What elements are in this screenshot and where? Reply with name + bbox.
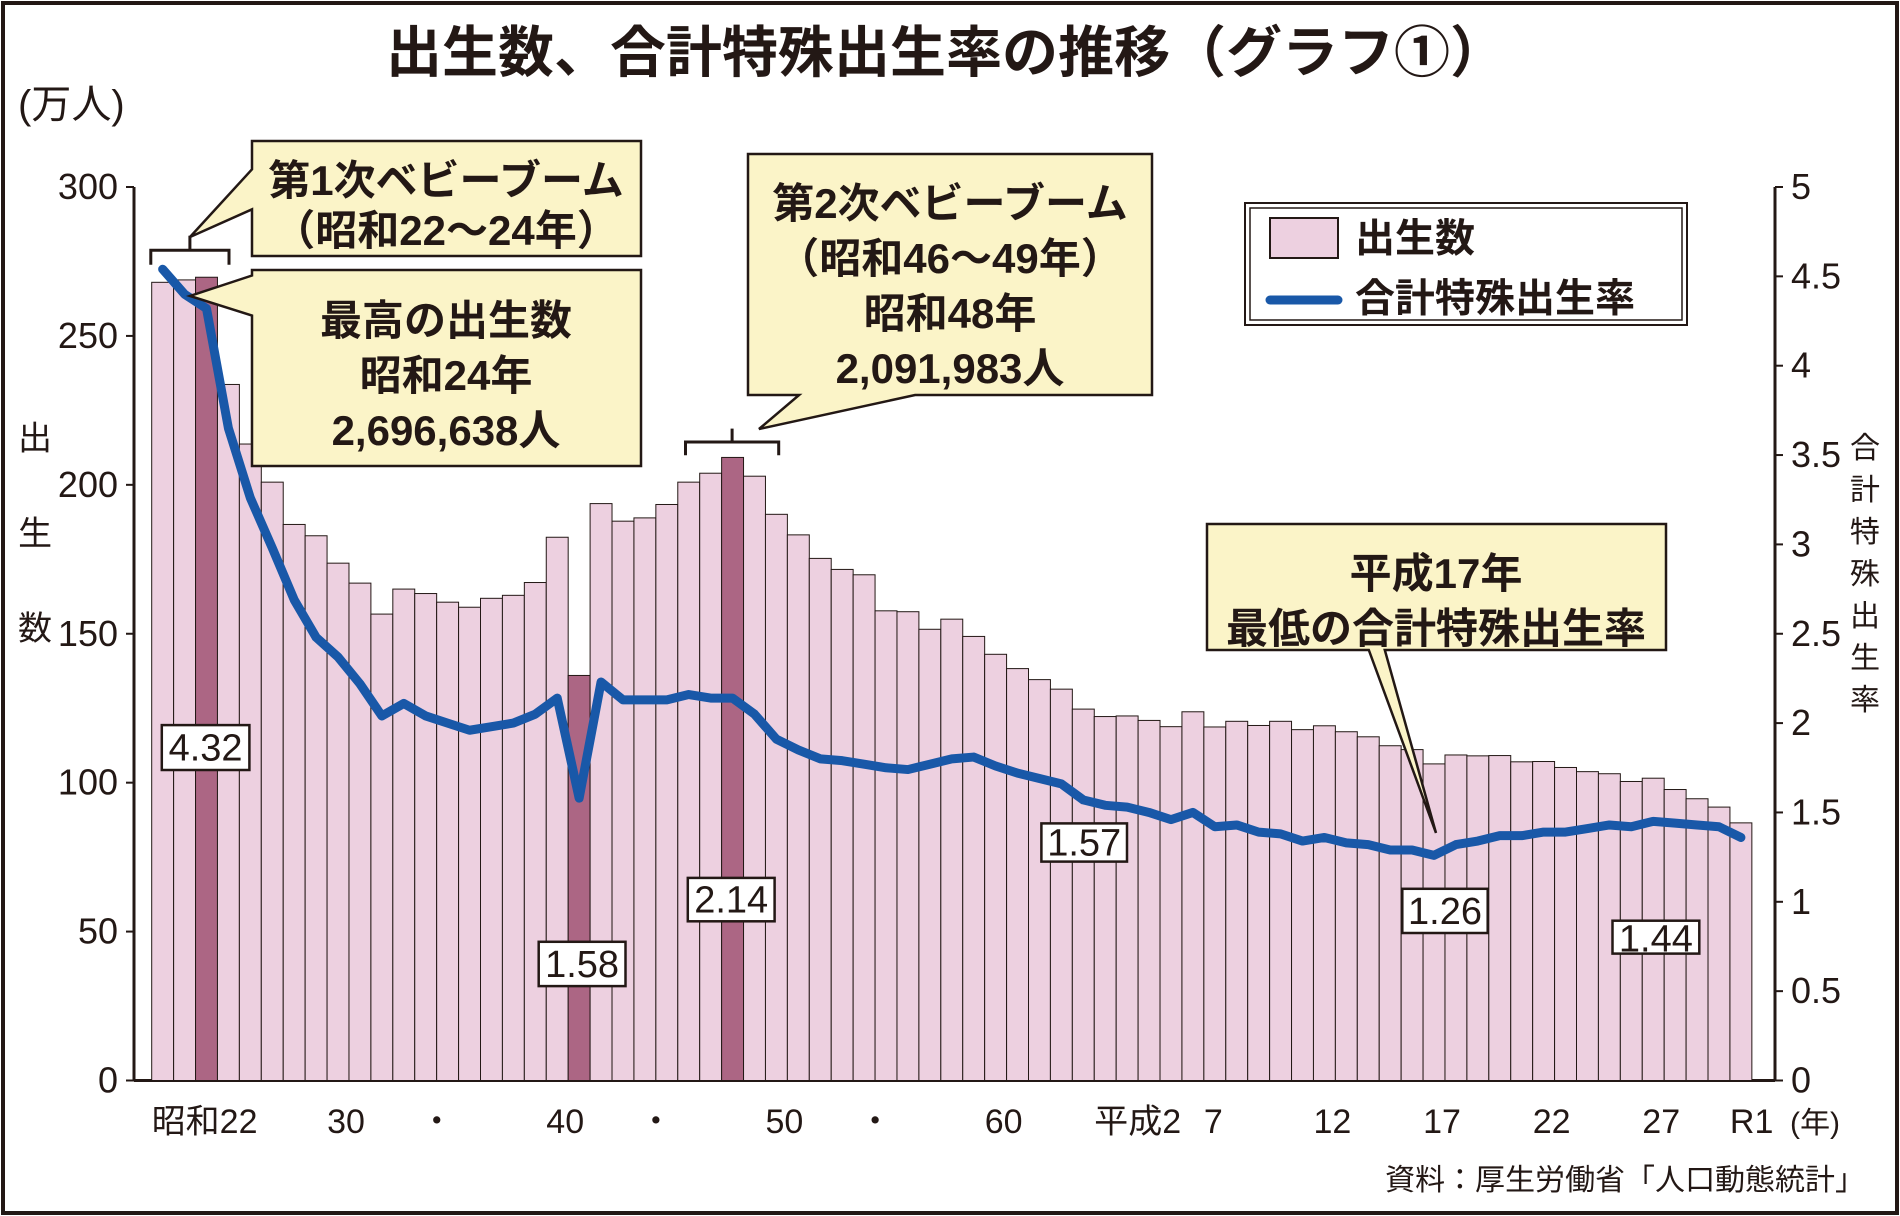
- svg-text:数: 数: [18, 610, 52, 648]
- svg-text:・: ・: [639, 1103, 673, 1141]
- svg-text:150: 150: [58, 613, 118, 654]
- svg-text:生: 生: [1850, 642, 1880, 675]
- svg-text:・: ・: [420, 1103, 454, 1141]
- svg-text:2.14: 2.14: [694, 880, 768, 922]
- svg-text:第1次ベビーブーム: 第1次ベビーブーム: [268, 157, 624, 204]
- svg-text:0: 0: [98, 1060, 118, 1101]
- svg-text:50: 50: [78, 911, 118, 952]
- svg-text:(年): (年): [1790, 1107, 1840, 1140]
- svg-text:100: 100: [58, 762, 118, 803]
- svg-text:27: 27: [1642, 1103, 1680, 1141]
- svg-text:1.44: 1.44: [1619, 919, 1693, 961]
- svg-text:7: 7: [1204, 1103, 1223, 1141]
- svg-text:300: 300: [58, 166, 118, 207]
- svg-text:2: 2: [1791, 702, 1811, 743]
- svg-text:出生数: 出生数: [1355, 217, 1475, 261]
- svg-text:最低の合計特殊出生率: 最低の合計特殊出生率: [1226, 605, 1646, 652]
- svg-text:最高の出生数: 最高の出生数: [320, 297, 572, 344]
- svg-text:17: 17: [1423, 1103, 1461, 1141]
- svg-text:50: 50: [766, 1103, 804, 1141]
- svg-text:率: 率: [1850, 684, 1880, 717]
- svg-text:40: 40: [546, 1103, 584, 1141]
- svg-text:1: 1: [1791, 881, 1811, 922]
- svg-text:4.5: 4.5: [1791, 255, 1841, 296]
- svg-text:昭和48年: 昭和48年: [864, 290, 1037, 337]
- svg-text:3.5: 3.5: [1791, 434, 1841, 475]
- svg-text:4: 4: [1791, 345, 1811, 386]
- svg-text:昭和24年: 昭和24年: [360, 352, 533, 399]
- svg-text:12: 12: [1314, 1103, 1352, 1141]
- svg-text:4.32: 4.32: [169, 728, 243, 770]
- svg-text:30: 30: [327, 1103, 365, 1141]
- svg-text:昭和22: 昭和22: [152, 1103, 258, 1141]
- svg-text:殊: 殊: [1850, 558, 1880, 591]
- svg-text:・: ・: [858, 1103, 892, 1141]
- svg-text:0.5: 0.5: [1791, 970, 1841, 1011]
- svg-text:1.5: 1.5: [1791, 791, 1841, 832]
- svg-text:合: 合: [1850, 432, 1880, 465]
- svg-text:250: 250: [58, 315, 118, 356]
- svg-text:出: 出: [18, 420, 52, 458]
- svg-text:計: 計: [1850, 474, 1880, 507]
- svg-text:2,696,638人: 2,696,638人: [332, 407, 561, 454]
- svg-text:1.58: 1.58: [545, 944, 619, 986]
- svg-text:1.57: 1.57: [1047, 823, 1121, 865]
- svg-text:生: 生: [18, 515, 52, 553]
- svg-text:200: 200: [58, 464, 118, 505]
- svg-text:平成2: 平成2: [1094, 1103, 1181, 1141]
- svg-text:3: 3: [1791, 523, 1811, 564]
- svg-text:資料：厚生労働省「人口動態統計」: 資料：厚生労働省「人口動態統計」: [1385, 1164, 1865, 1197]
- svg-text:60: 60: [985, 1103, 1023, 1141]
- svg-text:第2次ベビーブーム: 第2次ベビーブーム: [772, 180, 1128, 227]
- svg-text:1.26: 1.26: [1408, 891, 1482, 933]
- svg-text:合計特殊出生率: 合計特殊出生率: [1355, 277, 1635, 321]
- svg-text:2,091,983人: 2,091,983人: [836, 345, 1065, 392]
- svg-text:(万人): (万人): [18, 83, 125, 127]
- svg-text:2.5: 2.5: [1791, 613, 1841, 654]
- svg-text:0: 0: [1791, 1060, 1811, 1101]
- svg-text:（昭和22～24年）: （昭和22～24年）: [273, 207, 618, 254]
- svg-text:特: 特: [1850, 516, 1880, 549]
- svg-text:22: 22: [1533, 1103, 1571, 1141]
- svg-text:出: 出: [1850, 600, 1880, 633]
- svg-text:出生数、合計特殊出生率の推移（グラフ①）: 出生数、合計特殊出生率の推移（グラフ①）: [386, 21, 1506, 84]
- svg-text:R1: R1: [1730, 1103, 1773, 1141]
- svg-text:平成17年: 平成17年: [1350, 550, 1523, 597]
- svg-text:（昭和46～49年）: （昭和46～49年）: [777, 235, 1122, 282]
- svg-text:5: 5: [1791, 166, 1811, 207]
